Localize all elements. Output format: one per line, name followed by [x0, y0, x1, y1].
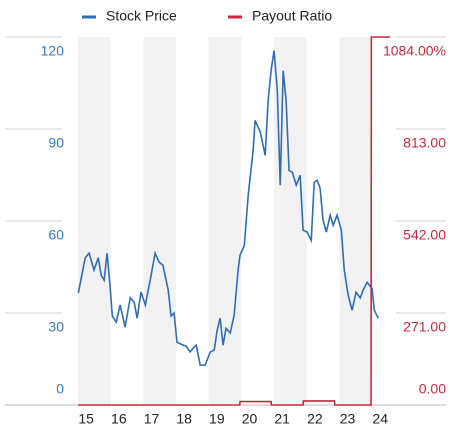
x-tick-label: 24	[372, 411, 388, 427]
year-band	[208, 37, 242, 405]
x-tick-label: 20	[242, 411, 258, 427]
y-tick-label: 0	[56, 381, 64, 397]
x-tick-label: 21	[274, 411, 290, 427]
y-tick-label: 90	[48, 135, 64, 151]
y2-tick-label: 542.00	[403, 227, 446, 243]
x-tick-label: 22	[307, 411, 323, 427]
x-tick-label: 19	[209, 411, 225, 427]
y-tick-label: 30	[48, 319, 64, 335]
y2-tick-label: 1084.00%	[383, 43, 446, 59]
year-band	[143, 37, 177, 405]
legend-label: Payout Ratio	[252, 8, 332, 24]
year-band	[78, 37, 111, 405]
y2-tick-label: 0.00	[419, 381, 446, 397]
series-line	[78, 36, 390, 406]
series-line	[77, 50, 379, 366]
x-tick-label: 23	[340, 411, 356, 427]
x-tick-label: 16	[111, 411, 127, 427]
y-tick-label: 120	[41, 43, 65, 59]
x-tick-label: 18	[176, 411, 192, 427]
y2-tick-label: 813.00	[403, 135, 446, 151]
year-band	[274, 37, 307, 405]
year-band	[339, 37, 373, 405]
y-tick-label: 60	[48, 227, 64, 243]
legend-label: Stock Price	[106, 8, 177, 24]
x-tick-label: 17	[144, 411, 160, 427]
x-tick-label: 15	[78, 411, 94, 427]
y2-tick-label: 271.00	[403, 319, 446, 335]
